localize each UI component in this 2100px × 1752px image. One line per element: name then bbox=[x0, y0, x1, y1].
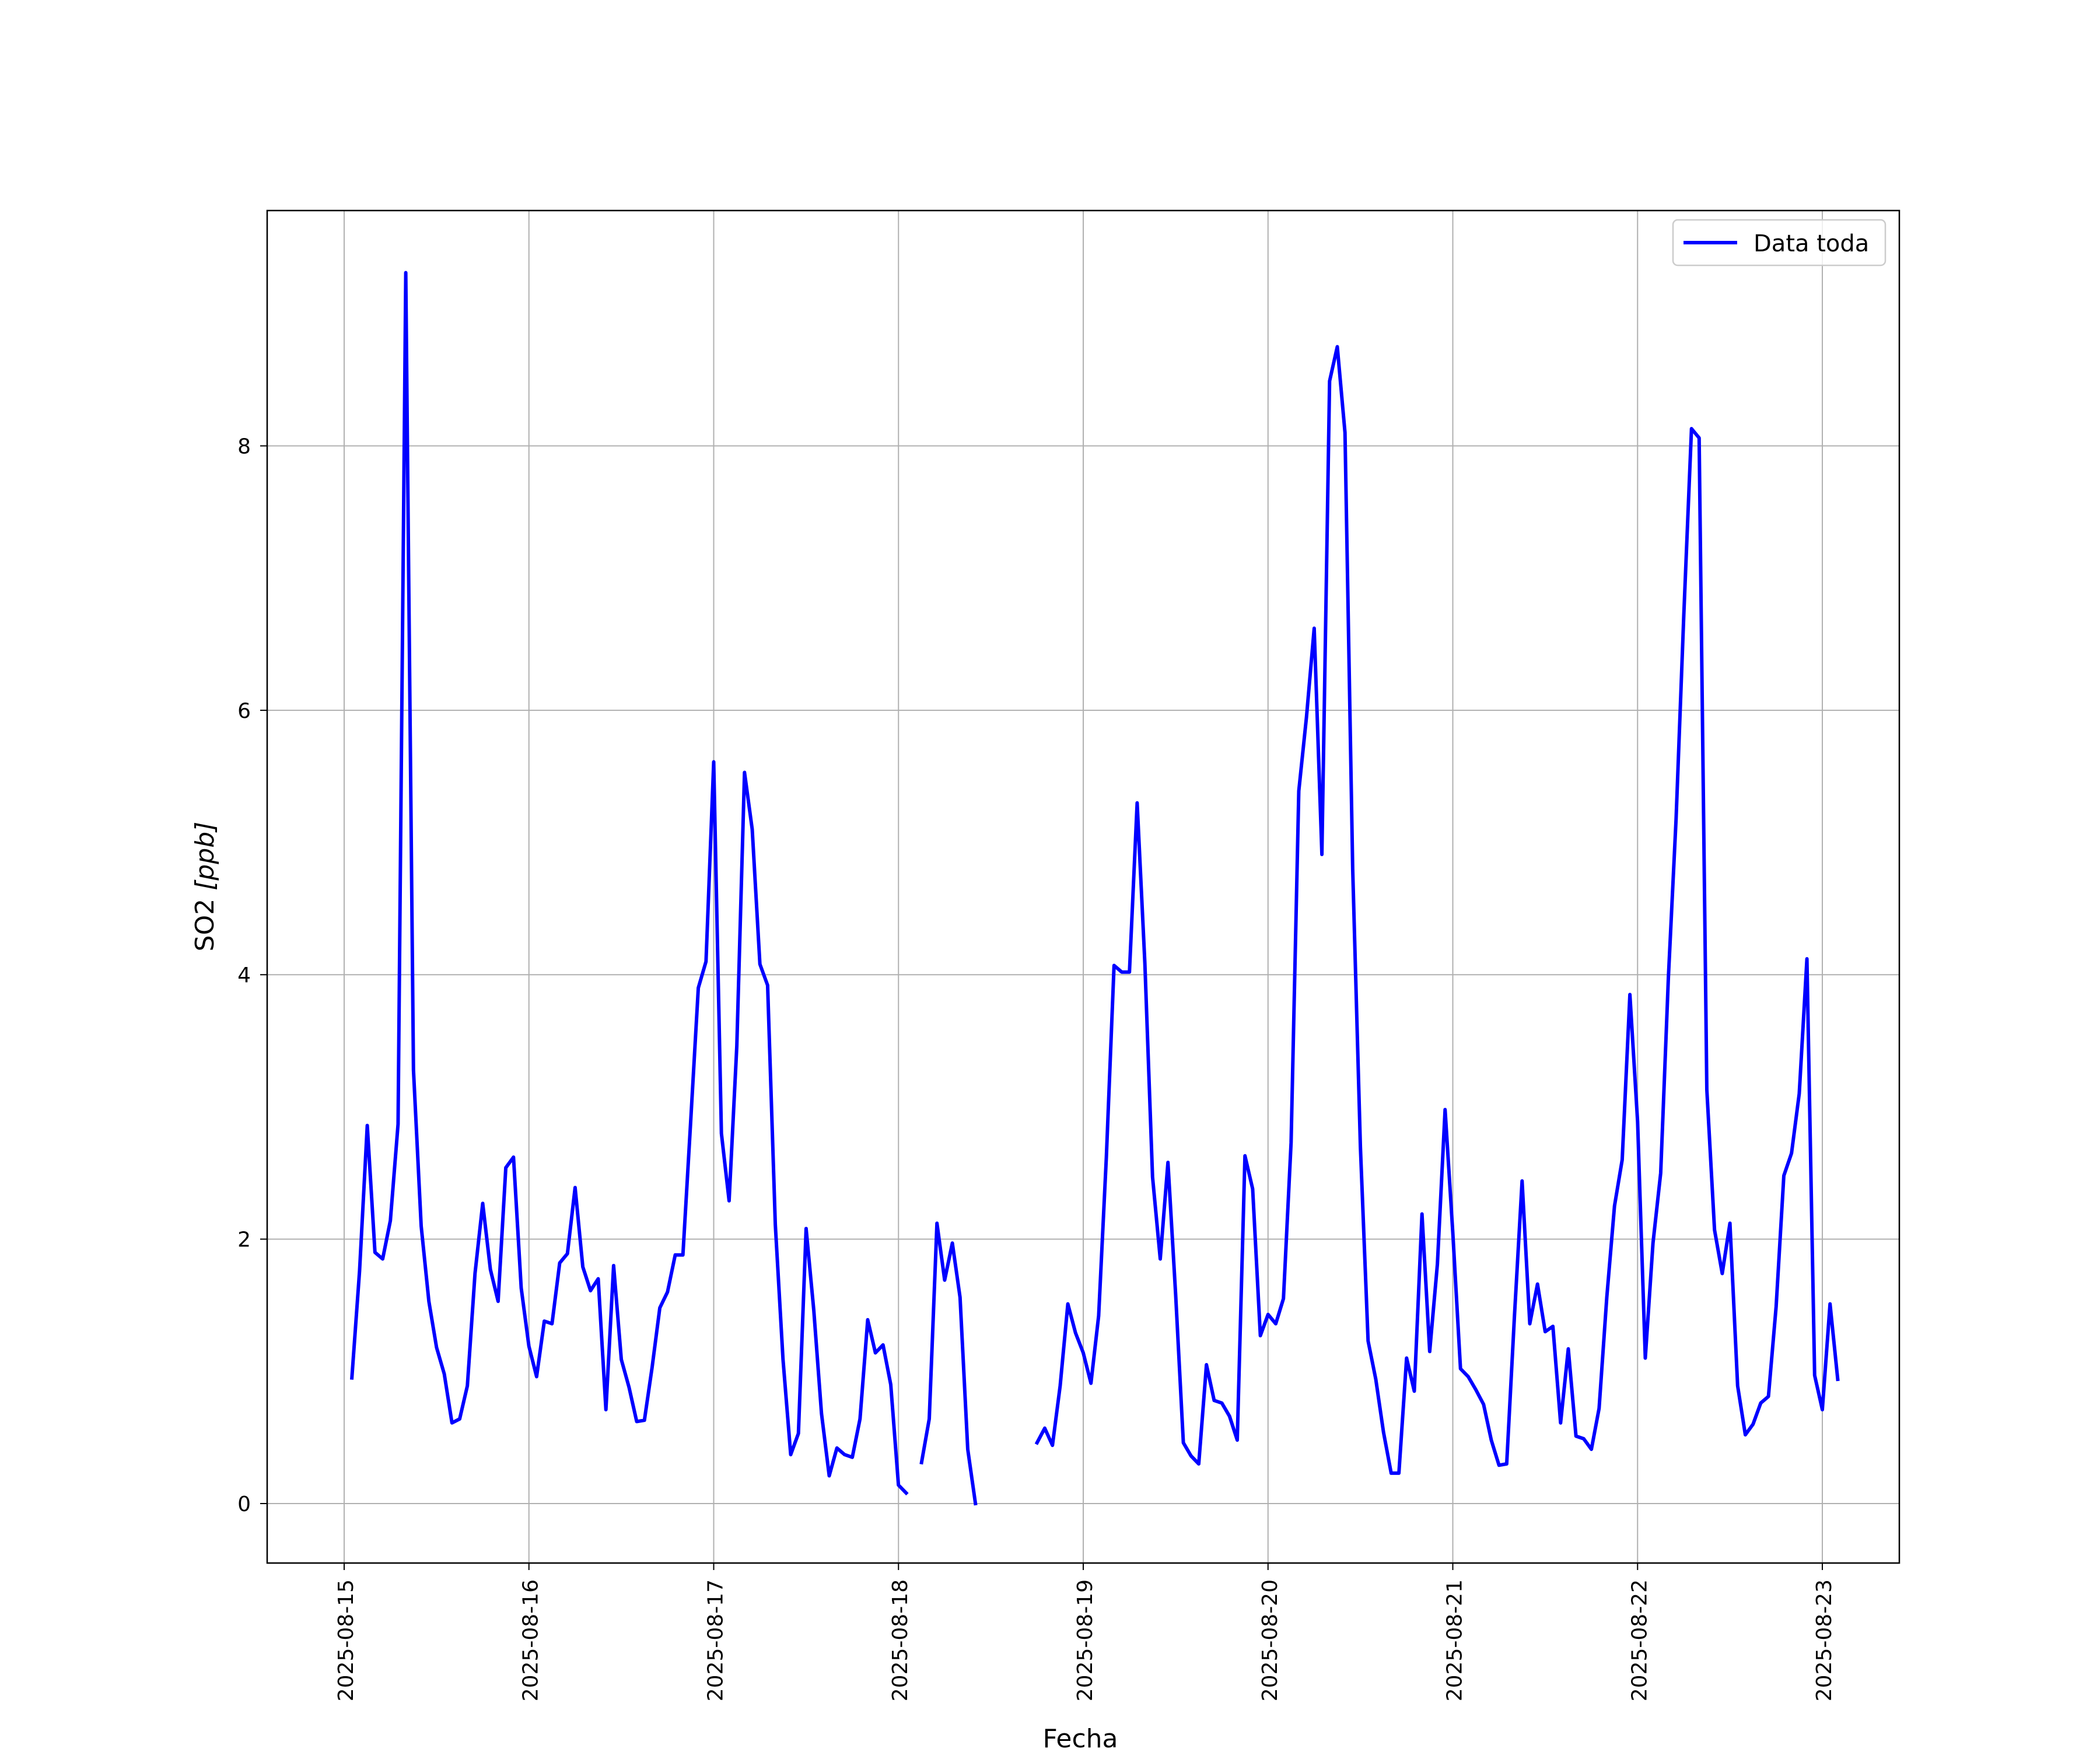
series-line-data-toda bbox=[349, 271, 1840, 1506]
x-tick-label: 2025-08-15 bbox=[334, 1579, 358, 1701]
y-axis: 0 2 4 6 8 bbox=[237, 435, 267, 1516]
legend-label-data-toda: Data toda bbox=[1754, 230, 1869, 257]
y-tick-label: 6 bbox=[237, 699, 251, 723]
y-tick-label: 4 bbox=[237, 963, 251, 987]
x-tick-label: 2025-08-20 bbox=[1258, 1579, 1282, 1701]
x-tick-label: 2025-08-18 bbox=[888, 1579, 912, 1701]
legend-box bbox=[1672, 219, 1887, 267]
x-tick-label: 2025-08-16 bbox=[519, 1579, 543, 1701]
y-tick-label: 0 bbox=[237, 1492, 251, 1516]
y-tick-label: 2 bbox=[237, 1228, 251, 1252]
x-axis: 2025-08-15 2025-08-16 2025-08-17 2025-08-18… bbox=[334, 1563, 1836, 1701]
y-tick-label: 8 bbox=[237, 435, 251, 459]
legend: Data toda bbox=[1672, 219, 1887, 267]
y-axis-label-main: SO2 bbox=[190, 891, 220, 952]
grid bbox=[267, 211, 1899, 1563]
y-axis-label-unit: [ppb] bbox=[190, 822, 220, 891]
x-axis-label: Fecha bbox=[1042, 1724, 1118, 1750]
x-tick-label: 2025-08-21 bbox=[1443, 1579, 1467, 1701]
x-tick-label: 2025-08-19 bbox=[1073, 1579, 1097, 1701]
series-layer bbox=[349, 271, 1840, 1506]
x-tick-label: 2025-08-17 bbox=[704, 1579, 727, 1701]
x-tick-label: 2025-08-22 bbox=[1628, 1579, 1651, 1701]
x-tick-label: 2025-08-23 bbox=[1812, 1579, 1836, 1701]
y-axis-label: SO2 [ppb] bbox=[190, 822, 220, 952]
